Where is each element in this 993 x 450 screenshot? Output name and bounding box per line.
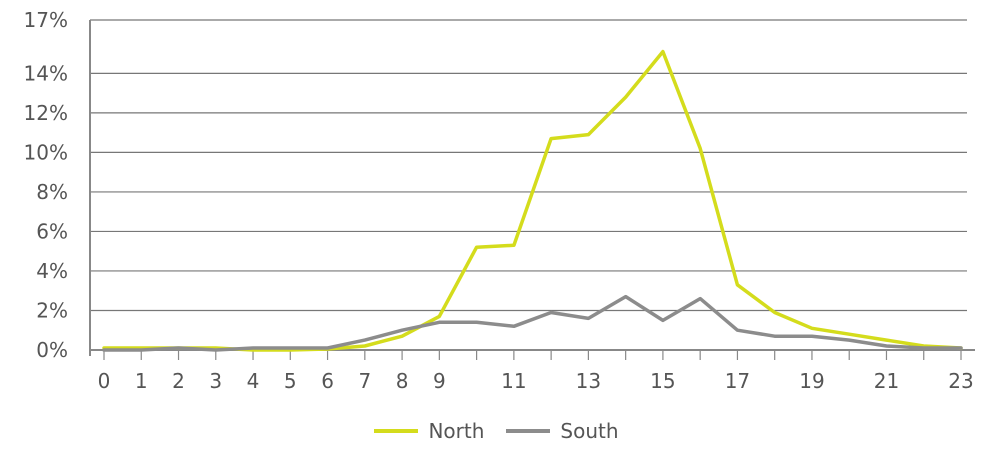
legend-swatch-south [506,429,551,433]
series-line-south [102,294,963,352]
x-tick-label-21: 21 [874,369,899,393]
x-tick-label-9: 9 [433,369,446,393]
legend-item-south: South [506,419,619,443]
y-tick-labels: 0% 2% 4% 6% 8% 10% 12% 14% 17% [24,8,68,362]
y-tick-label-10: 10% [24,140,68,164]
x-tick-label-19: 19 [799,369,824,393]
x-tick-label-17: 17 [725,369,750,393]
y-tick-label-4: 4% [36,259,68,283]
x-tick-label-3: 3 [209,369,222,393]
x-tick-label-13: 13 [576,369,601,393]
legend-swatch-north [374,429,419,433]
legend-label-south: South [560,419,619,443]
gridlines [90,19,967,312]
x-tick-label-2: 2 [172,369,185,393]
x-tick-label-1: 1 [135,369,148,393]
y-tick-label-0: 0% [36,338,68,362]
x-tick-label-5: 5 [284,369,297,393]
x-tick-label-11: 11 [501,369,526,393]
x-tick-label-0: 0 [98,369,111,393]
y-tick-label-8: 8% [36,180,68,204]
x-tick-label-4: 4 [247,369,260,393]
y-tick-label-12: 12% [24,101,68,125]
x-tick-label-23: 23 [948,369,973,393]
x-tick-label-8: 8 [396,369,409,393]
y-tick-label-14: 14% [24,61,68,85]
x-tick-label-15: 15 [650,369,675,393]
legend-item-north: North [374,419,484,443]
y-tick-label-6: 6% [36,219,68,243]
x-tick-labels: 0 1 2 3 4 5 6 7 8 9 11 13 15 17 19 21 23 [98,369,974,393]
x-tick-label-6: 6 [321,369,334,393]
series-line-north [102,49,963,352]
y-tick-label-2: 2% [36,298,68,322]
y-tick-label-17: 17% [24,8,68,32]
x-tick-label-7: 7 [358,369,371,393]
series-lines [102,49,963,352]
legend: North South [0,418,993,444]
legend-label-north: North [428,419,485,443]
